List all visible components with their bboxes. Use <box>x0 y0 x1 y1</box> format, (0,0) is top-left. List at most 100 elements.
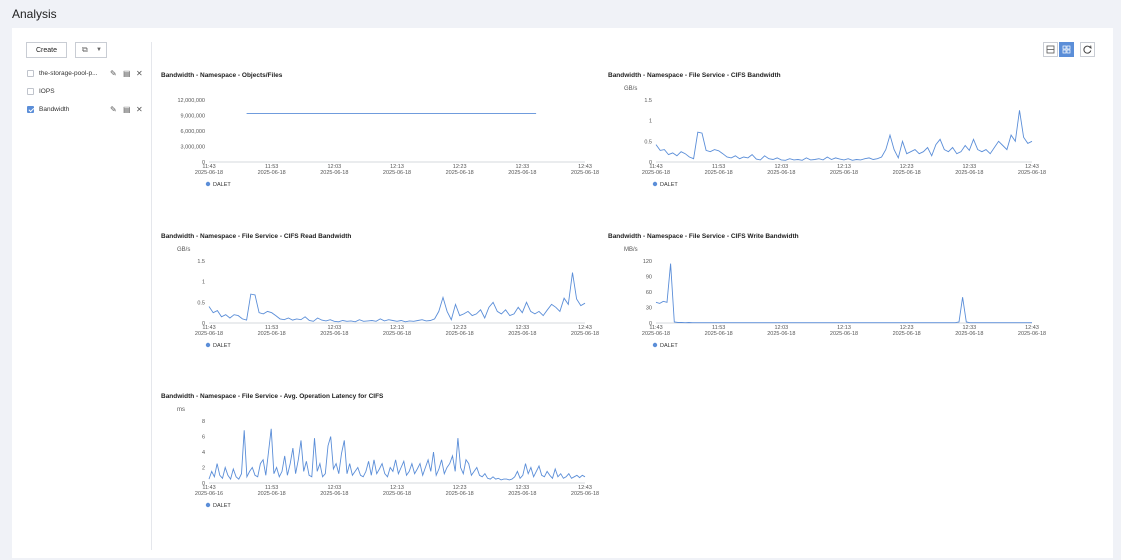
checkbox-checked[interactable] <box>27 106 34 113</box>
export-icon: ⧉ <box>82 45 88 54</box>
x-tick-time: 11:43 <box>202 325 215 331</box>
x-tick-time: 12:33 <box>962 325 976 331</box>
analysis-panel: Create ⧉ ▼ the-storage-pool-p... ✎ ▤ ✕ I… <box>12 28 1113 558</box>
chart-title: Bandwidth - Namespace - File Service - C… <box>608 72 781 79</box>
x-tick-time: 12:13 <box>390 325 404 331</box>
checkbox[interactable] <box>27 88 34 95</box>
sidebar-item-iops[interactable]: IOPS <box>26 86 150 98</box>
close-icon[interactable]: ✕ <box>136 69 143 78</box>
x-tick-time: 12:03 <box>327 485 341 491</box>
x-tick-time: 11:53 <box>265 164 278 170</box>
x-tick-time: 11:53 <box>712 325 725 331</box>
x-tick-time: 11:53 <box>265 325 278 331</box>
y-tick-label: 2 <box>202 466 205 472</box>
x-tick-date: 2025-06-18 <box>1018 331 1046 337</box>
x-tick-date: 2025-06-18 <box>258 491 286 497</box>
refresh-icon <box>1083 45 1092 54</box>
x-tick-time: 12:43 <box>1025 325 1039 331</box>
chart-cifs-read-bandwidth: Bandwidth - Namespace - File Service - C… <box>161 233 611 363</box>
chart-title: Bandwidth - Namespace - File Service - A… <box>161 393 384 400</box>
legend-label: DALET <box>660 343 678 349</box>
grid-view-button[interactable] <box>1059 42 1074 57</box>
y-tick-label: 9,000,000 <box>181 114 205 120</box>
chart-objects-files: Bandwidth - Namespace - Objects/Files 12… <box>161 72 611 202</box>
chart-title: Bandwidth - Namespace - Objects/Files <box>161 72 283 79</box>
y-tick-label: 0 <box>202 160 205 166</box>
legend-marker <box>205 181 211 187</box>
x-tick-time: 12:43 <box>578 164 592 170</box>
series-line <box>208 272 586 323</box>
chevron-down-icon: ▼ <box>96 47 102 53</box>
x-tick-time: 12:43 <box>578 325 592 331</box>
y-axis-unit: GB/s <box>624 86 637 92</box>
y-axis-unit: ms <box>177 407 185 413</box>
x-tick-time: 11:53 <box>265 485 278 491</box>
x-tick-time: 11:43 <box>649 325 662 331</box>
x-tick-date: 2025-06-18 <box>893 331 921 337</box>
x-tick-date: 2025-06-18 <box>258 331 286 337</box>
x-tick-time: 11:43 <box>202 164 215 170</box>
x-tick-date: 2025-06-18 <box>383 331 411 337</box>
refresh-button[interactable] <box>1080 42 1095 57</box>
chart-title: Bandwidth - Namespace - File Service - C… <box>161 233 352 240</box>
divider <box>151 42 152 550</box>
details-icon[interactable]: ▤ <box>123 69 131 78</box>
sidebar-item-label: IOPS <box>39 88 55 95</box>
export-dropdown-button[interactable]: ⧉ ▼ <box>75 42 107 58</box>
x-tick-date: 2025-06-18 <box>446 331 474 337</box>
x-tick-time: 12:33 <box>515 485 529 491</box>
x-tick-date: 2025-06-18 <box>767 331 795 337</box>
sidebar-item-bandwidth[interactable]: Bandwidth ✎ ▤ ✕ <box>26 104 150 116</box>
chart-cifs-bandwidth: Bandwidth - Namespace - File Service - C… <box>608 72 1058 202</box>
y-tick-label: 0 <box>202 481 205 487</box>
list-view-icon <box>1046 45 1055 54</box>
sidebar-item-storage-pool[interactable]: the-storage-pool-p... ✎ ▤ ✕ <box>26 68 150 80</box>
list-view-button[interactable] <box>1043 42 1058 57</box>
y-axis-unit: MB/s <box>624 247 638 253</box>
legend-label: DALET <box>213 343 231 349</box>
x-tick-time: 12:23 <box>453 325 467 331</box>
x-tick-time: 12:03 <box>327 325 341 331</box>
y-tick-label: 0 <box>202 321 205 327</box>
x-tick-date: 2025-06-18 <box>320 491 348 497</box>
x-tick-date: 2025-06-18 <box>320 331 348 337</box>
checkbox[interactable] <box>27 70 34 77</box>
page-title: Analysis <box>12 7 57 21</box>
details-icon[interactable]: ▤ <box>123 105 131 114</box>
x-tick-date: 2025-06-18 <box>705 331 733 337</box>
x-tick-time: 12:03 <box>327 164 341 170</box>
y-tick-label: 1 <box>202 280 205 286</box>
create-button[interactable]: Create <box>26 42 67 58</box>
x-tick-date: 2025-06-18 <box>893 170 921 176</box>
series-line <box>655 263 1032 324</box>
x-tick-date: 2025-06-18 <box>195 170 223 176</box>
close-icon[interactable]: ✕ <box>136 105 143 114</box>
y-tick-label: 60 <box>646 290 652 296</box>
edit-icon[interactable]: ✎ <box>110 69 117 78</box>
legend-marker <box>652 342 658 348</box>
y-tick-label: 0.5 <box>644 139 652 145</box>
x-tick-date: 2025-06-18 <box>446 491 474 497</box>
chart-cifs-latency: Bandwidth - Namespace - File Service - A… <box>161 393 611 523</box>
x-tick-date: 2025-06-18 <box>258 170 286 176</box>
y-tick-label: 4 <box>202 450 205 456</box>
x-tick-date: 2025-06-18 <box>571 491 599 497</box>
x-tick-time: 12:23 <box>453 485 467 491</box>
x-tick-date: 2025-06-18 <box>955 331 983 337</box>
series-line <box>655 110 1033 161</box>
legend-marker <box>652 181 658 187</box>
x-tick-time: 11:43 <box>649 164 662 170</box>
x-tick-date: 2025-06-18 <box>1018 170 1046 176</box>
x-tick-date: 2025-06-18 <box>195 331 223 337</box>
x-tick-date: 2025-06-18 <box>571 331 599 337</box>
legend-marker <box>205 502 211 508</box>
sidebar-item-label: the-storage-pool-p... <box>39 70 98 77</box>
y-tick-label: 30 <box>646 306 652 312</box>
y-tick-label: 90 <box>646 275 652 281</box>
edit-icon[interactable]: ✎ <box>110 105 117 114</box>
x-tick-date: 2025-06-18 <box>705 170 733 176</box>
x-tick-time: 12:23 <box>453 164 467 170</box>
y-tick-label: 120 <box>643 259 652 265</box>
x-tick-time: 11:53 <box>712 164 725 170</box>
x-tick-time: 12:13 <box>390 485 404 491</box>
